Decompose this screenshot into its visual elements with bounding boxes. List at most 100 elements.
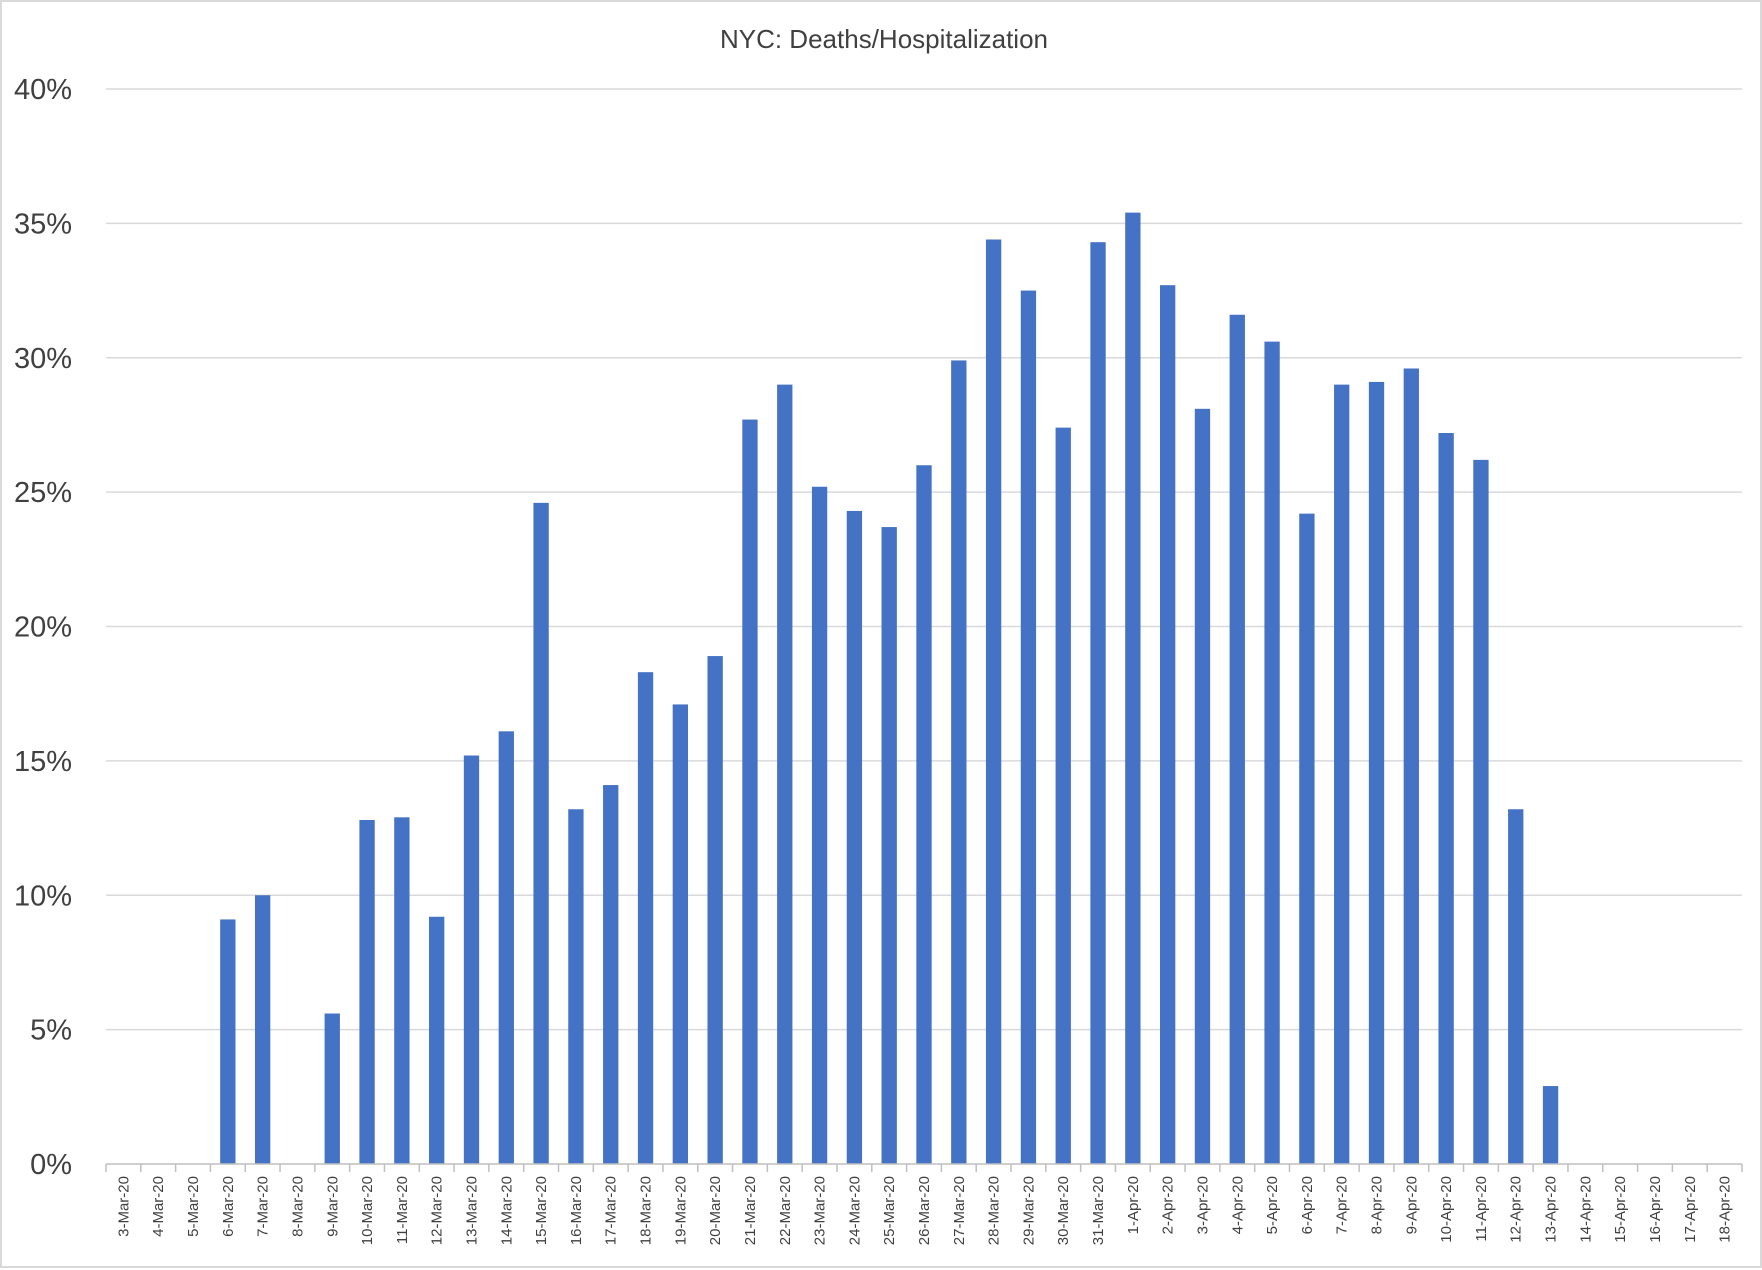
bar: [811, 486, 828, 1164]
bar: [220, 919, 236, 1164]
bar: [985, 239, 1002, 1164]
x-tick-label: 16-Mar-20: [568, 1176, 585, 1245]
x-tick-label: 18-Mar-20: [638, 1176, 655, 1245]
bar: [1334, 384, 1350, 1164]
bar: [254, 895, 271, 1164]
y-tick-label: 40%: [14, 74, 72, 106]
bar: [1473, 459, 1489, 1164]
bar: [394, 817, 410, 1164]
x-tick-label: 27-Mar-20: [951, 1176, 968, 1245]
x-tick-label: 12-Apr-20: [1508, 1176, 1525, 1243]
bar: [1160, 285, 1176, 1164]
y-tick-label: 20%: [14, 612, 72, 644]
y-tick-label: 10%: [14, 880, 72, 912]
y-tick-label: 35%: [14, 208, 72, 240]
x-tick-label: 13-Mar-20: [463, 1176, 480, 1245]
bar: [951, 360, 967, 1164]
x-tick-label: 26-Mar-20: [916, 1176, 933, 1245]
x-tick-label: 6-Mar-20: [220, 1176, 237, 1237]
x-tick-label: 17-Mar-20: [603, 1176, 620, 1245]
x-tick-label: 9-Mar-20: [324, 1176, 341, 1237]
bar: [777, 384, 793, 1164]
chart-title: NYC: Deaths/Hospitalization: [720, 24, 1048, 54]
bar: [1020, 290, 1037, 1164]
bar: [1542, 1086, 1559, 1164]
bar: [672, 704, 688, 1164]
bar: [1508, 809, 1524, 1164]
x-tick-label: 18-Apr-20: [1717, 1176, 1734, 1243]
y-axis-tick-labels: 0% 5% 10% 15% 20% 25% 30% 35% 40%: [14, 74, 72, 1181]
x-tick-label: 11-Mar-20: [394, 1176, 411, 1244]
bar: [1368, 381, 1385, 1164]
y-tick-label: 0%: [30, 1149, 72, 1181]
x-axis-tick-labels: 3-Mar-20 4-Mar-20 5-Mar-20 6-Mar-20 7-Mar-20…: [105, 1164, 1743, 1245]
x-tick-label: 5-Mar-20: [185, 1176, 202, 1237]
x-tick-label: 3-Apr-20: [1194, 1176, 1211, 1234]
x-tick-label: 20-Mar-20: [707, 1176, 724, 1245]
bar: [1125, 212, 1141, 1164]
x-tick-label: 4-Mar-20: [150, 1176, 167, 1237]
x-tick-label: 25-Mar-20: [881, 1176, 898, 1245]
x-tick-label: 14-Mar-20: [498, 1176, 515, 1245]
x-tick-label: 22-Mar-20: [777, 1176, 794, 1245]
bar: [916, 465, 932, 1164]
bar: [1438, 433, 1454, 1164]
x-tick-label: 30-Mar-20: [1055, 1176, 1072, 1245]
bar: [846, 510, 863, 1164]
bar: [1403, 368, 1419, 1164]
bar: [498, 731, 514, 1164]
x-tick-label: 10-Apr-20: [1438, 1176, 1455, 1243]
x-tick-label: 2-Apr-20: [1160, 1176, 1177, 1234]
bar: [1055, 427, 1071, 1164]
x-tick-label: 23-Mar-20: [812, 1176, 829, 1245]
bar: [1194, 408, 1211, 1164]
x-tick-label: 8-Mar-20: [289, 1176, 306, 1237]
bar: [359, 820, 375, 1164]
x-tick-label: 6-Apr-20: [1299, 1176, 1316, 1234]
x-tick-label: 17-Apr-20: [1682, 1176, 1699, 1243]
bar: [1264, 341, 1280, 1164]
bar: [742, 419, 758, 1164]
x-tick-label: 28-Mar-20: [986, 1176, 1003, 1245]
x-tick-label: 7-Apr-20: [1334, 1176, 1351, 1234]
x-tick-label: 13-Apr-20: [1543, 1176, 1560, 1243]
x-tick-label: 5-Apr-20: [1264, 1176, 1281, 1234]
bar: [1229, 314, 1245, 1164]
bar: [463, 755, 480, 1164]
x-tick-label: 1-Apr-20: [1125, 1176, 1142, 1234]
x-tick-label: 15-Mar-20: [533, 1176, 550, 1245]
bar: [429, 916, 445, 1164]
x-tick-label: 12-Mar-20: [429, 1176, 446, 1245]
y-tick-label: 25%: [14, 477, 72, 509]
x-tick-label: 31-Mar-20: [1090, 1176, 1107, 1245]
x-tick-label: 24-Mar-20: [846, 1176, 863, 1245]
y-tick-label: 30%: [14, 343, 72, 375]
x-tick-label: 21-Mar-20: [742, 1176, 759, 1245]
bar: [324, 1013, 340, 1164]
bars: [220, 212, 1559, 1164]
x-tick-label: 16-Apr-20: [1647, 1176, 1664, 1243]
x-tick-label: 7-Mar-20: [255, 1176, 272, 1237]
bar: [881, 527, 897, 1164]
x-tick-label: 3-Mar-20: [115, 1176, 132, 1237]
x-tick-label: 14-Apr-20: [1577, 1176, 1594, 1243]
bar: [1299, 513, 1315, 1164]
x-tick-label: 8-Apr-20: [1369, 1176, 1386, 1234]
x-tick-label: 29-Mar-20: [1020, 1176, 1037, 1245]
y-tick-label: 15%: [14, 746, 72, 778]
x-tick-label: 15-Apr-20: [1612, 1176, 1629, 1243]
bar: [1090, 242, 1106, 1164]
bar: [568, 809, 584, 1164]
bar: [707, 656, 723, 1164]
x-tick-label: 9-Apr-20: [1403, 1176, 1420, 1234]
bar: [637, 672, 654, 1164]
y-tick-label: 5%: [30, 1015, 72, 1047]
bar: [603, 785, 619, 1164]
x-tick-label: 4-Apr-20: [1229, 1176, 1246, 1234]
x-tick-label: 10-Mar-20: [359, 1176, 376, 1245]
x-tick-label: 19-Mar-20: [672, 1176, 689, 1245]
x-tick-label: 11-Apr-20: [1473, 1176, 1490, 1242]
bar: [533, 502, 549, 1164]
